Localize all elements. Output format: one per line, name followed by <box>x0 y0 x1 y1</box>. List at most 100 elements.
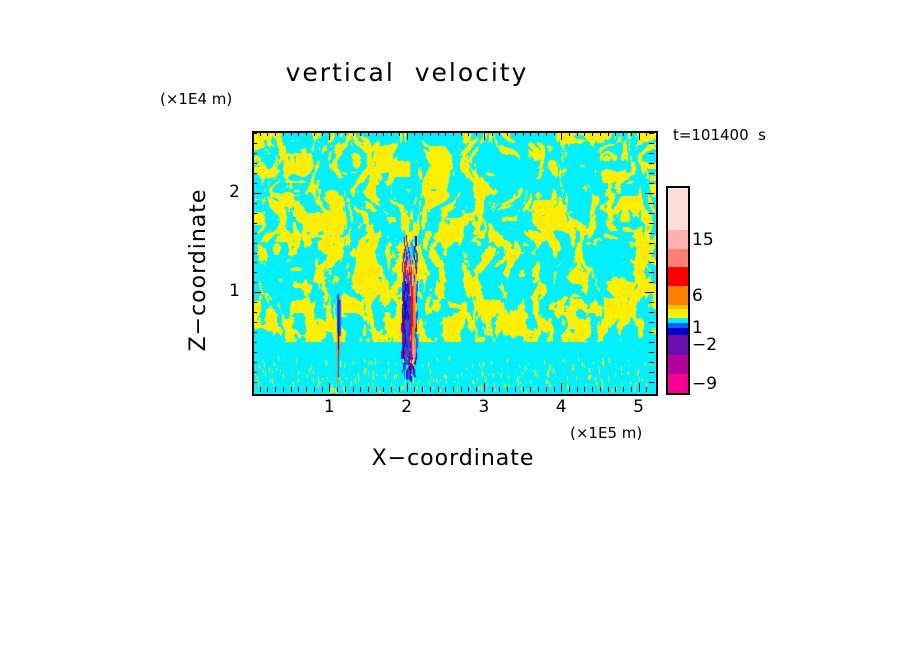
colorbar-tick-label: 1 <box>692 317 703 338</box>
x-major-tick-bottom <box>561 383 562 392</box>
x-minor-tick-bottom <box>461 387 462 392</box>
colorbar-tick-label: −9 <box>692 374 718 395</box>
y-minor-tick-right <box>649 262 654 263</box>
x-minor-tick-bottom <box>476 387 477 392</box>
y-minor-tick-right <box>649 143 654 144</box>
x-major-tick-top <box>329 131 330 140</box>
x-minor-tick-top <box>592 131 593 136</box>
x-major-tick-bottom <box>484 383 485 392</box>
colorbar-band <box>668 317 688 323</box>
y-minor-tick-right <box>649 372 654 373</box>
x-minor-tick-top <box>383 131 384 136</box>
colorbar-band <box>668 248 688 268</box>
x-minor-tick-bottom <box>615 387 616 392</box>
x-minor-tick-bottom <box>530 387 531 392</box>
x-minor-tick-bottom <box>507 387 508 392</box>
x-minor-tick-top <box>515 131 516 136</box>
x-minor-tick-bottom <box>345 387 346 392</box>
x-minor-tick-top <box>461 131 462 136</box>
x-minor-tick-bottom <box>306 387 307 392</box>
x-minor-tick-top <box>414 131 415 136</box>
x-minor-tick-bottom <box>267 387 268 392</box>
y-minor-tick-right <box>649 223 654 224</box>
x-minor-tick-bottom <box>554 387 555 392</box>
x-minor-tick-bottom <box>631 387 632 392</box>
x-major-tick-bottom <box>329 383 330 392</box>
x-minor-tick-top <box>538 131 539 136</box>
x-minor-tick-bottom <box>592 387 593 392</box>
x-minor-tick-bottom <box>368 387 369 392</box>
y-minor-tick-left <box>252 203 257 204</box>
x-minor-tick-top <box>615 131 616 136</box>
y-minor-tick-left <box>252 243 257 244</box>
x-minor-tick-bottom <box>337 387 338 392</box>
y-minor-tick-left <box>252 253 257 254</box>
colorbar-tick-label: −2 <box>692 335 718 356</box>
x-minor-tick-bottom <box>600 387 601 392</box>
x-tick-label: 1 <box>323 397 335 417</box>
x-minor-tick-top <box>291 131 292 136</box>
x-minor-tick-top <box>445 131 446 136</box>
x-minor-tick-top <box>438 131 439 136</box>
y-minor-tick-right <box>649 382 654 383</box>
y-minor-tick-right <box>649 203 654 204</box>
x-minor-tick-top <box>476 131 477 136</box>
x-minor-tick-top <box>422 131 423 136</box>
x-minor-tick-top <box>430 131 431 136</box>
x-major-tick-bottom <box>407 383 408 392</box>
y-minor-tick-left <box>252 352 257 353</box>
contour-field <box>254 133 656 394</box>
x-minor-tick-bottom <box>499 387 500 392</box>
x-minor-tick-bottom <box>322 387 323 392</box>
x-minor-tick-bottom <box>298 387 299 392</box>
x-major-tick-top <box>407 131 408 140</box>
y-minor-tick-left <box>252 342 257 343</box>
time-annotation: t=101400 s <box>672 126 766 144</box>
y-minor-tick-right <box>649 183 654 184</box>
x-minor-tick-bottom <box>453 387 454 392</box>
x-minor-tick-top <box>584 131 585 136</box>
y-minor-tick-right <box>649 173 654 174</box>
x-minor-tick-bottom <box>291 387 292 392</box>
x-minor-tick-top <box>623 131 624 136</box>
x-minor-tick-top <box>267 131 268 136</box>
colorbar-band <box>668 309 688 314</box>
x-minor-tick-bottom <box>577 387 578 392</box>
x-minor-tick-top <box>260 131 261 136</box>
x-tick-label: 2 <box>401 397 413 417</box>
contour-plot-area <box>252 131 658 396</box>
y-minor-tick-right <box>649 253 654 254</box>
x-minor-tick-top <box>391 131 392 136</box>
x-minor-tick-bottom <box>445 387 446 392</box>
x-minor-tick-top <box>554 131 555 136</box>
y-minor-tick-left <box>252 332 257 333</box>
x-minor-tick-bottom <box>492 387 493 392</box>
x-minor-tick-top <box>608 131 609 136</box>
y-axis-title-text: Z−coordinate <box>186 188 211 352</box>
x-minor-tick-top <box>306 131 307 136</box>
x-minor-tick-bottom <box>538 387 539 392</box>
y-minor-tick-right <box>649 352 654 353</box>
x-minor-tick-bottom <box>376 387 377 392</box>
x-minor-tick-top <box>275 131 276 136</box>
y-minor-tick-left <box>252 133 257 134</box>
colorbar-band <box>668 267 688 287</box>
x-minor-tick-top <box>353 131 354 136</box>
x-minor-tick-bottom <box>353 387 354 392</box>
colorbar-band <box>668 374 688 393</box>
x-minor-tick-top <box>453 131 454 136</box>
x-minor-tick-top <box>345 131 346 136</box>
y-minor-tick-right <box>649 272 654 273</box>
y-minor-tick-left <box>252 322 257 323</box>
x-minor-tick-top <box>399 131 400 136</box>
y-minor-tick-left <box>252 153 257 154</box>
y-minor-tick-left <box>252 302 257 303</box>
x-minor-tick-bottom <box>314 387 315 392</box>
y-minor-tick-left <box>252 213 257 214</box>
x-minor-tick-bottom <box>260 387 261 392</box>
y-minor-tick-left <box>252 282 257 283</box>
page-title: vertical velocity <box>285 58 529 87</box>
y-minor-tick-right <box>649 342 654 343</box>
colorbar <box>666 186 690 395</box>
